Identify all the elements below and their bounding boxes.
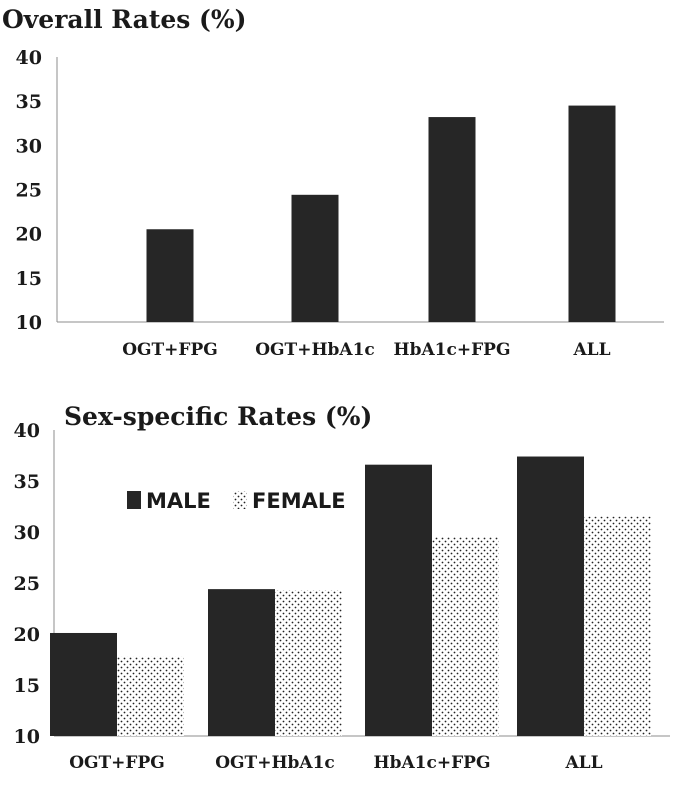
y-tick-label: 10 (16, 312, 42, 334)
bar-male-all (517, 456, 584, 736)
bar-series (50, 456, 651, 736)
y-tick-label: 10 (14, 726, 40, 748)
y-tick-label: 25 (16, 180, 42, 202)
bar-male-hba1c-fpg (365, 464, 432, 736)
y-tick-label: 15 (16, 268, 42, 290)
y-tick-label: 30 (16, 135, 42, 157)
bar-overall-ogt-hba1c (291, 194, 339, 322)
category-labels: OGT+FPG OGT+HbA1c HbA1c+FPG ALL (69, 753, 602, 773)
y-tick-label: 25 (14, 573, 40, 595)
category-label: ALL (572, 340, 610, 360)
chart-title: Overall Rates (%) (2, 5, 246, 34)
bar-series (146, 105, 616, 322)
legend-label-female: FEMALE (252, 489, 346, 513)
y-tick-label: 40 (14, 420, 40, 442)
bar-overall-all (568, 105, 616, 322)
y-tick-label: 15 (14, 675, 40, 697)
category-label: OGT+FPG (122, 340, 218, 360)
y-tick-label: 30 (14, 522, 40, 544)
y-tick-label: 35 (14, 471, 40, 493)
sex-specific-rates-chart: Sex-specific Rates (%) 10 15 20 25 30 35 40 OG… (14, 402, 670, 773)
bar-female-ogt-hba1c (275, 590, 342, 736)
category-label: ALL (564, 753, 602, 773)
legend: MALE FEMALE (127, 489, 346, 513)
category-label: OGT+HbA1c (255, 340, 375, 360)
category-label: HbA1c+FPG (394, 340, 511, 360)
category-labels: OGT+FPG OGT+HbA1c HbA1c+FPG ALL (122, 340, 610, 360)
bar-male-ogt-fpg (50, 632, 117, 736)
bar-female-ogt-fpg (117, 656, 184, 736)
y-tick-labels: 10 15 20 25 30 35 40 (14, 420, 40, 748)
chart-title: Sex-specific Rates (%) (64, 402, 372, 431)
legend-swatch-male (127, 491, 141, 509)
category-label: OGT+FPG (69, 753, 165, 773)
y-tick-label: 20 (14, 624, 40, 646)
legend-swatch-female (233, 491, 247, 509)
category-label: HbA1c+FPG (374, 753, 491, 773)
y-tick-label: 20 (16, 224, 42, 246)
bar-overall-ogt-fpg (146, 229, 194, 322)
y-tick-label: 35 (16, 91, 42, 113)
legend-label-male: MALE (146, 489, 211, 513)
category-label: OGT+HbA1c (215, 753, 335, 773)
y-tick-label: 40 (16, 47, 42, 69)
bar-male-ogt-hba1c (208, 589, 275, 736)
overall-rates-chart: Overall Rates (%) 10 15 20 25 30 35 40 OGT+FPG… (2, 5, 664, 360)
bar-overall-hba1c-fpg (428, 117, 476, 322)
bar-female-all (584, 516, 651, 736)
y-tick-labels: 10 15 20 25 30 35 40 (16, 47, 42, 334)
bar-female-hba1c-fpg (432, 537, 499, 736)
